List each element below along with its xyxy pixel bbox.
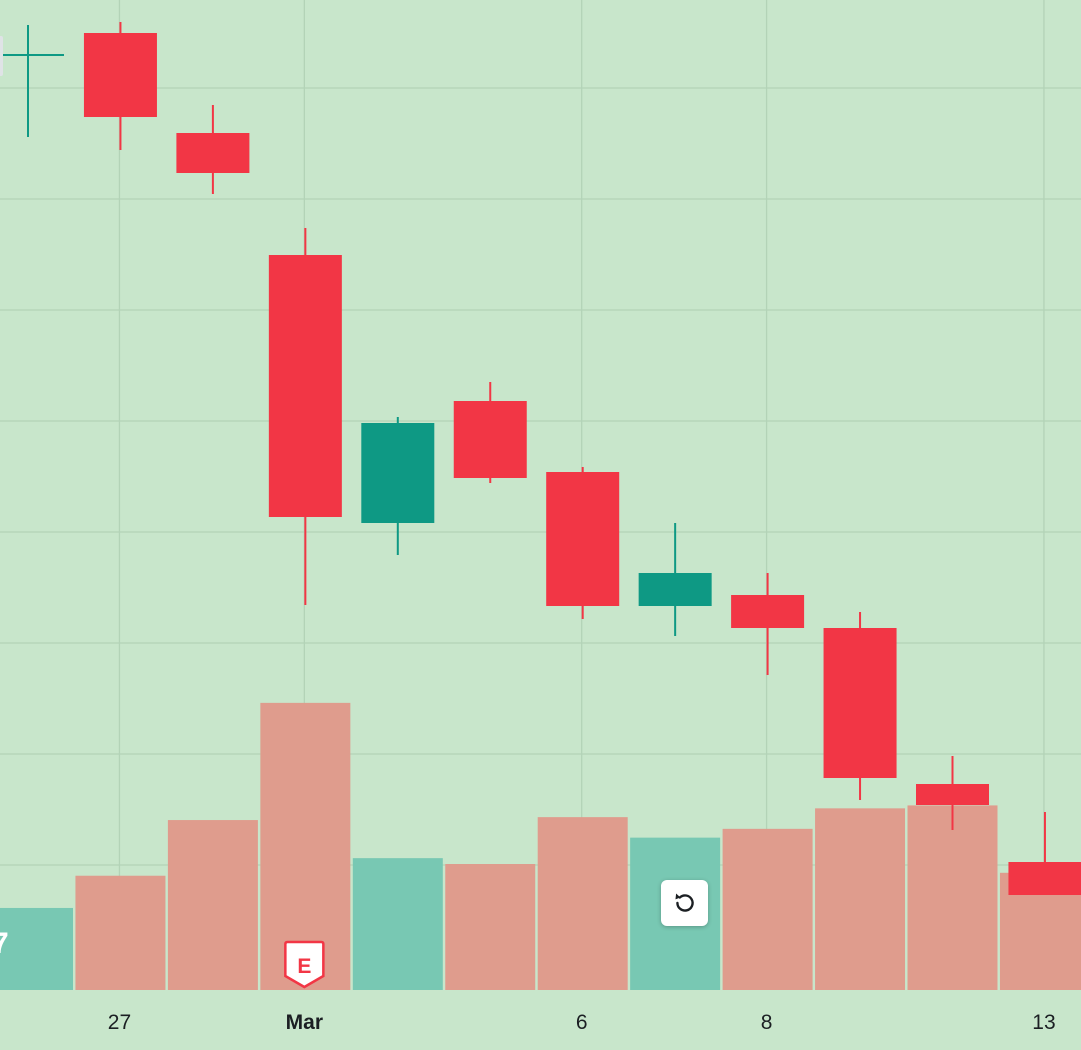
volume-bar <box>907 805 998 990</box>
earnings-marker-badge <box>284 940 325 989</box>
left-edge-marker <box>0 36 3 76</box>
volume-bar <box>722 828 813 990</box>
volume-bar <box>445 864 536 990</box>
x-tick-label: 13 <box>1032 1011 1055 1034</box>
candle-body <box>731 595 805 628</box>
earnings-marker-label: E <box>297 955 311 978</box>
volume-bar <box>0 907 73 990</box>
x-tick-label: 6 <box>576 1011 588 1034</box>
candle-body <box>546 472 620 606</box>
earnings-marker[interactable]: E <box>284 940 325 989</box>
candle-body <box>823 628 897 778</box>
candle-body <box>638 573 712 606</box>
volume-bars <box>0 702 1081 990</box>
candle-body <box>1008 862 1081 895</box>
volume-bar <box>815 808 906 990</box>
x-tick-label: 27 <box>108 1011 131 1034</box>
price-candles <box>1 22 1081 895</box>
volume-bar <box>537 817 628 990</box>
candle-body <box>453 401 527 478</box>
reset-chart-button[interactable] <box>661 880 708 926</box>
candle-body <box>361 423 435 523</box>
volume-bar <box>75 875 166 990</box>
x-tick-label: 8 <box>761 1011 773 1034</box>
candle-body <box>916 784 989 805</box>
candle-body <box>83 33 157 117</box>
time-axis: 27 Mar 6 8 13 <box>108 1011 1056 1034</box>
event-markers[interactable]: E <box>284 940 325 989</box>
rotate-ccw-icon <box>674 893 694 912</box>
candle-body <box>176 133 250 173</box>
volume-bar <box>167 820 258 990</box>
candle-body <box>268 255 342 517</box>
volume-bar <box>352 858 443 990</box>
x-tick-label: Mar <box>286 1011 323 1034</box>
edge-value-label: 7 <box>0 927 9 960</box>
